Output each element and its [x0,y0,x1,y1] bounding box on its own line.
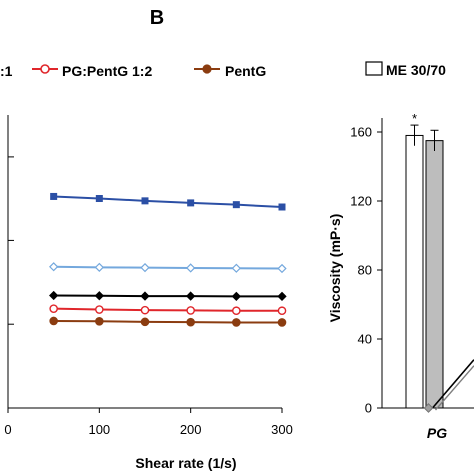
line-series-1 [49,262,287,274]
line-chart-x-tick-label: 200 [180,422,202,437]
data-point [277,291,287,302]
bar-chart-category-label: PG [427,425,447,441]
line-series-path [53,319,282,324]
data-point [232,306,241,316]
legend: :1 PG:PentG 1:2 PentG ME 30/70 [0,61,446,79]
data-point [49,316,58,326]
data-point [187,199,195,207]
line-chart: 0 100 200 300 Shear rate (1/s) [4,115,293,471]
line-series-path [53,294,282,298]
data-point [140,305,150,315]
data-point [94,262,104,273]
line-chart-x-tick-label: 0 [4,422,11,437]
data-point [49,262,59,272]
bar-1 [425,140,444,409]
bar-chart-y-tick-label: 40 [358,332,372,347]
data-point [95,195,103,203]
bar-0 [405,134,424,409]
line-chart-x-tick-label: 100 [88,422,110,437]
data-point [232,201,240,209]
data-point [278,203,286,211]
data-point [231,263,241,273]
data-point [140,263,150,273]
data-point [50,192,58,200]
data-point [94,291,104,301]
data-point [231,291,241,302]
data-point [49,290,59,301]
data-point [277,318,287,327]
legend-label-pentg: PentG [225,63,266,79]
legend-marker-pentg [194,64,220,74]
line-series-3 [49,304,287,316]
data-point [232,318,241,327]
overlay-line [431,359,474,409]
data-point [49,304,58,313]
data-point [186,291,196,301]
data-point [95,316,104,326]
bar-annotation: * [412,111,417,126]
legend-label-pg-pentg: PG:PentG 1:2 [62,63,152,79]
legend-swatch-me [365,61,383,76]
overlay-line-shadow [434,365,474,411]
line-chart-x-tick-label: 300 [271,422,293,437]
bar-chart-y-axis-title: Viscosity (mP·s) [327,214,343,323]
data-point [277,306,287,316]
legend-label-me: ME 30/70 [386,62,446,78]
data-point [95,305,104,314]
data-point [141,197,149,205]
data-point [186,306,195,315]
line-series-4 [49,316,287,327]
data-point [140,291,150,301]
line-series-0 [50,192,286,211]
bar-chart-y-tick-label: 120 [350,194,372,209]
bar-chart-y-tick-label: 80 [358,263,372,278]
bar-chart-y-tick-label: 0 [365,401,372,416]
overlay-marker [423,403,434,413]
legend-label-left-fragment: :1 [0,63,13,79]
line-series-2 [49,290,287,302]
bar-chart: 0 40 80 120 160 * Viscosity (mP·s) PG [327,111,474,441]
data-point [186,317,195,327]
line-series-path [53,195,283,209]
bar-chart-y-tick-label: 160 [350,125,372,140]
legend-marker-pg-pentg [32,64,58,74]
data-point [140,317,150,327]
data-point [277,263,287,274]
line-series-path [53,265,283,270]
line-series-path [53,307,282,312]
data-point [186,263,196,273]
line-chart-x-axis-title: Shear rate (1/s) [135,455,236,471]
panel-label: B [150,7,164,29]
bar-chart-line-overlay [423,359,474,413]
